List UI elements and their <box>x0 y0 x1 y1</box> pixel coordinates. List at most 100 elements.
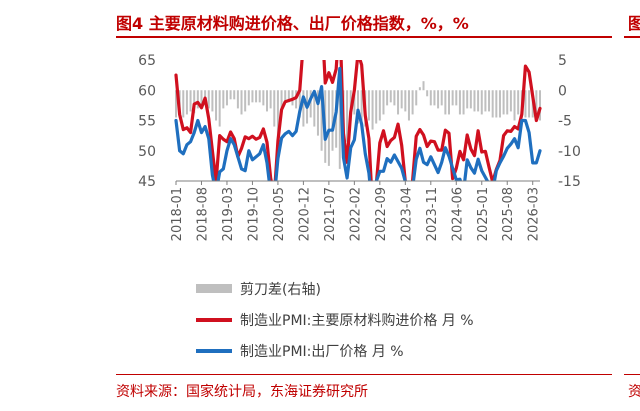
spread-bar <box>382 90 385 115</box>
spread-bar <box>316 90 319 136</box>
legend-swatch-spread <box>196 284 232 293</box>
spread-bar <box>539 90 541 121</box>
spread-bar <box>498 90 501 118</box>
x-axis-tick-label: 2020-12 <box>297 187 312 241</box>
spread-bar <box>389 90 392 103</box>
spread-bar <box>258 90 261 103</box>
spread-bar <box>262 90 265 106</box>
spread-bars <box>175 81 541 169</box>
spread-bar <box>302 90 305 127</box>
output-price-line <box>174 66 542 181</box>
x-axis-tick-label: 2024-06 <box>450 187 465 241</box>
x-axis-tick-label: 2023-11 <box>425 187 440 241</box>
spread-bar <box>327 90 330 166</box>
adjacent-source-rule <box>624 374 640 375</box>
spread-bar <box>353 90 356 115</box>
spread-bar <box>411 90 414 115</box>
spread-bar <box>295 90 298 109</box>
spread-bar <box>407 90 410 121</box>
x-axis-tick-label: 2026-03 <box>527 187 542 241</box>
x-axis-tick-label: 2025-08 <box>501 187 516 241</box>
spread-bar <box>517 90 520 115</box>
spread-bar <box>455 90 458 106</box>
spread-bar <box>469 90 472 109</box>
spread-bar <box>196 90 199 109</box>
chart-title: 图4 主要原材料购进价格、出厂价格指数，%，% <box>116 14 469 33</box>
spread-bar <box>509 90 512 112</box>
spread-bar <box>211 90 214 112</box>
spread-bar <box>386 90 389 106</box>
spread-bar <box>218 90 221 127</box>
spread-bar <box>251 90 254 103</box>
spread-bar <box>215 90 218 121</box>
x-axis-tick-label: 2020-05 <box>272 187 287 241</box>
spread-bar <box>437 90 440 109</box>
source-rule <box>116 374 612 375</box>
spread-bar <box>375 90 378 124</box>
spread-bar <box>462 90 465 115</box>
adjacent-title-fragment: 图 <box>628 14 640 33</box>
spread-bar <box>193 90 196 114</box>
spread-bar <box>495 90 498 118</box>
spread-bar <box>458 90 461 115</box>
spread-bar <box>360 90 363 121</box>
spread-bar <box>255 90 258 103</box>
spread-bar <box>298 90 301 118</box>
right-axis-tick-label: 5 <box>558 53 567 69</box>
spread-bar <box>266 90 268 112</box>
spread-bar <box>182 90 185 118</box>
legend-label-input: 制造业PMI:主要原材料购进价格 月 % <box>240 313 474 329</box>
legend-label-output: 制造业PMI:出厂价格 月 % <box>240 344 404 360</box>
spread-bar <box>513 90 516 121</box>
spread-bar <box>378 90 381 121</box>
left-axis-tick-label: 50 <box>138 144 156 160</box>
spread-bar <box>189 90 192 112</box>
spread-bar <box>175 90 177 118</box>
spread-bar <box>528 90 531 118</box>
spread-bar <box>426 90 429 97</box>
spread-bar <box>440 90 443 106</box>
spread-bar <box>415 90 418 106</box>
spread-bar <box>284 90 287 103</box>
right-axis-tick-label: -10 <box>558 144 581 160</box>
spread-bar <box>313 90 316 127</box>
adjacent-title-rule <box>624 36 640 38</box>
spread-bar <box>200 90 203 106</box>
spread-bar <box>244 90 247 112</box>
spread-bar <box>276 90 279 148</box>
spread-bar <box>287 90 290 103</box>
spread-bar <box>400 90 403 109</box>
right-axis-tick-label: -5 <box>558 114 572 130</box>
x-axis-tick-label: 2019-10 <box>246 187 261 241</box>
right-axis-tick-label: 0 <box>558 83 567 99</box>
spread-bar <box>280 90 283 112</box>
spread-bar <box>444 90 447 115</box>
spread-bar <box>429 90 432 106</box>
spread-bar <box>448 90 450 115</box>
spread-bar <box>367 90 370 121</box>
spread-bar <box>357 90 359 124</box>
spread-bar <box>433 90 436 106</box>
spread-bar <box>222 90 225 109</box>
spread-bar <box>236 90 239 109</box>
spread-bar <box>480 90 483 115</box>
spread-bar <box>502 90 505 115</box>
x-axis-tick-label: 2021-07 <box>323 187 338 241</box>
x-axis-tick-label: 2018-01 <box>170 187 185 241</box>
legend: 剪刀差(右轴) 制造业PMI:主要原材料购进价格 月 % 制造业PMI:出厂价格… <box>196 282 474 360</box>
x-axis-tick-label: 2023-04 <box>399 187 414 241</box>
left-axis-tick-label: 60 <box>138 83 156 99</box>
spread-bar <box>451 90 454 106</box>
right-axis-tick-label: -15 <box>558 174 581 190</box>
source-note: 资料来源：国家统计局，东海证券研究所 <box>116 384 368 400</box>
spread-bar <box>273 90 276 127</box>
adjacent-source-fragment: 资 <box>628 384 640 400</box>
spread-bar <box>225 90 228 106</box>
x-axis-tick-label: 2018-08 <box>195 187 210 241</box>
title-rule <box>116 36 612 38</box>
x-axis-tick-label: 2025-01 <box>476 187 491 241</box>
series-lines <box>174 60 542 181</box>
spread-bar <box>466 90 469 109</box>
spread-bar <box>331 90 334 151</box>
